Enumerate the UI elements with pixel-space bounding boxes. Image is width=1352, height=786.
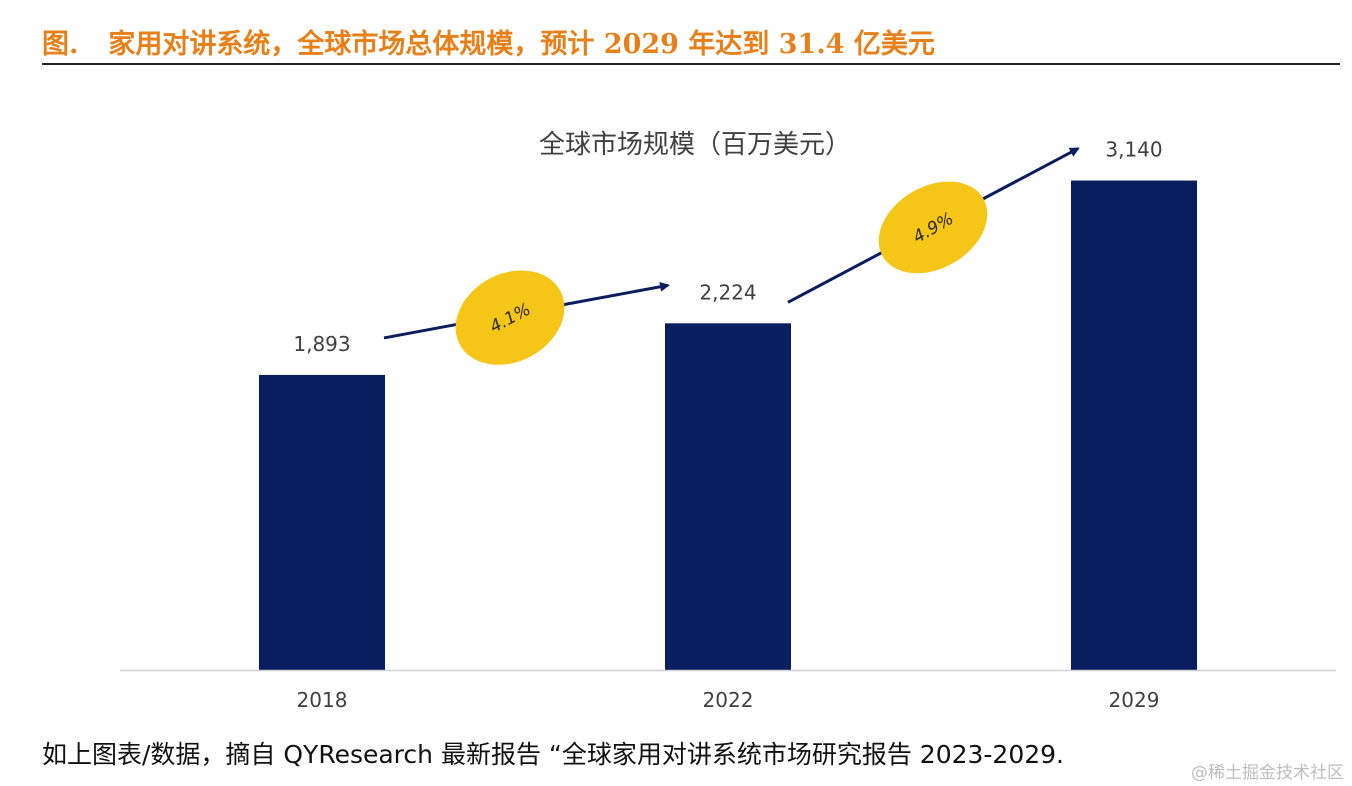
x-tick-label-2022: 2022 (703, 688, 754, 712)
title-divider (42, 63, 1340, 65)
growth-badge-ellipse-2 (878, 181, 988, 274)
bar-2018 (259, 374, 385, 670)
growth-badge-1: 4.1% (455, 270, 565, 365)
value-label-2029: 3,140 (1105, 138, 1162, 162)
x-tick-label-2029: 2029 (1109, 688, 1160, 712)
value-label-2018: 1,893 (293, 332, 350, 356)
growth-badge-2: 4.9% (878, 181, 988, 274)
x-tick-label-2018: 2018 (297, 688, 348, 712)
chart-title: 全球市场规模（百万美元） (539, 130, 851, 160)
bar-2022 (665, 323, 791, 670)
bar-2029 (1071, 180, 1197, 670)
growth-badge-ellipse-1 (455, 270, 565, 365)
source-note: 如上图表/数据，摘自 QYResearch 最新报告 “全球家用对讲系统市场研究… (42, 740, 1064, 769)
watermark: @稀土掘金技术社区 (1191, 763, 1344, 783)
figure-title-text: 家用对讲系统，全球市场总体规模，预计 2029 年达到 31.4 亿美元 (108, 29, 935, 60)
figure-label: 图. (42, 29, 79, 60)
bar-chart: 全球市场规模（百万美元） 1,893 2018 2,224 2022 3,140 2029 4… (120, 130, 1336, 712)
figure-title: 图. 家用对讲系统，全球市场总体规模，预计 2029 年达到 31.4 亿美元 (42, 22, 935, 61)
value-label-2022: 2,224 (699, 280, 756, 304)
